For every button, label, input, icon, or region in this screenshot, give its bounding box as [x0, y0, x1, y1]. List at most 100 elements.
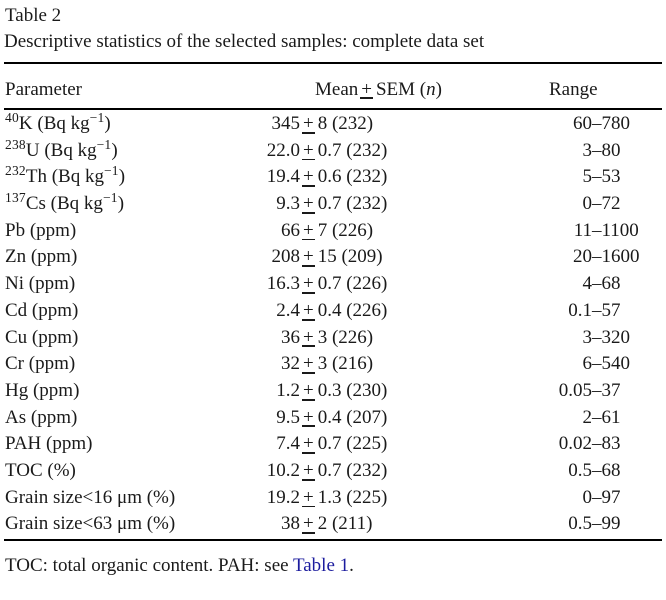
parameter-cell: Grain size<63 μm (%)	[5, 511, 175, 538]
parameter-text: Cu (ppm)	[5, 326, 79, 348]
parameter-cell: PAH (ppm)	[5, 431, 92, 458]
range-low: 4	[582, 273, 593, 295]
range-cell: 6–540	[470, 351, 631, 378]
table-row: Hg (ppm) 1.2 +0.3 (230) 0.05–37	[0, 378, 666, 405]
range-cell: 0–72	[470, 191, 621, 218]
plus-minus-symbol: +	[302, 351, 315, 378]
mean-value: 208	[271, 246, 301, 268]
mean-cell: 32 +3 (216)	[190, 351, 373, 378]
range-cell: 0.1–57	[470, 298, 620, 325]
parameter-text: )	[118, 166, 126, 188]
parameter-text: TOC (%)	[5, 459, 76, 481]
mean-header-close: )	[435, 79, 442, 100]
mean-cell: 66 +7 (226)	[190, 218, 373, 245]
parameter-text: PAH (ppm)	[5, 433, 93, 455]
range-dash: –	[592, 139, 602, 161]
range-dash: –	[592, 273, 602, 295]
sem-and-n: 0.4 (207)	[317, 406, 388, 428]
table-row: 137Cs (Bq kg−1) 9.3 +0.7 (232) 0–72	[0, 190, 666, 219]
parameter-text: Grain size<63 μm (%)	[5, 513, 176, 535]
range-dash: –	[592, 299, 602, 321]
range-high: 99	[601, 513, 621, 535]
range-low: 0	[582, 193, 593, 215]
range-dash: –	[592, 459, 602, 481]
table-row: Cd (ppm) 2.4 +0.4 (226) 0.1–57	[0, 298, 666, 325]
table-row: TOC (%) 10.2 +0.7 (232) 0.5–68	[0, 458, 666, 485]
plus-minus-symbol: +	[302, 271, 315, 298]
parameter-cell: 137Cs (Bq kg−1)	[5, 190, 124, 219]
range-low: 0.05	[558, 379, 592, 401]
parameter-cell: Grain size<16 μm (%)	[5, 485, 175, 512]
parameter-cell: 40K (Bq kg−1)	[5, 110, 111, 139]
range-dash: –	[592, 326, 602, 348]
plus-minus-symbol: +	[302, 111, 315, 138]
plus-minus-symbol: +	[302, 218, 315, 245]
parameter-text: Ni (ppm)	[5, 273, 76, 295]
range-high: 97	[601, 486, 621, 508]
table-row: 40K (Bq kg−1) 345 +8 (232) 60–780	[0, 110, 666, 139]
mean-cell: 10.2 +0.7 (232)	[190, 458, 388, 485]
sem-and-n: 2 (211)	[317, 513, 373, 535]
plus-minus-symbol: +	[360, 77, 373, 103]
range-low: 20	[573, 246, 592, 268]
superscript: −1	[96, 136, 112, 152]
range-cell: 3–80	[470, 138, 621, 165]
parameter-cell: Pb (ppm)	[5, 218, 76, 245]
rule-header-bottom	[4, 108, 662, 110]
range-high: 320	[601, 326, 631, 348]
mean-value: 345	[271, 113, 301, 134]
mean-value: 10.2	[266, 459, 300, 481]
parameter-text: K (Bq kg	[18, 113, 90, 134]
mean-value: 16.3	[266, 273, 300, 295]
sem-and-n: 0.3 (230)	[317, 379, 388, 401]
footnote-suffix: .	[349, 555, 354, 576]
superscript: 137	[5, 190, 26, 206]
parameter-text: Pb (ppm)	[5, 219, 77, 241]
parameter-cell: 238U (Bq kg−1)	[5, 136, 118, 166]
plus-minus-symbol: +	[302, 138, 315, 165]
range-high: 68	[601, 273, 621, 295]
mean-cell: 1.2 +0.3 (230)	[190, 378, 387, 405]
parameter-text: )	[104, 113, 111, 134]
parameter-cell: 232Th (Bq kg−1)	[5, 163, 126, 192]
parameter-text: Cr (ppm)	[5, 353, 76, 375]
mean-value: 36	[281, 326, 300, 348]
parameter-text: U (Bq kg	[25, 139, 97, 161]
table-title: Table 2	[5, 5, 62, 26]
range-high: 53	[601, 166, 621, 188]
mean-value: 2.4	[276, 299, 300, 321]
sem-and-n: 0.7 (232)	[317, 193, 388, 215]
mean-value: 19.4	[266, 166, 300, 188]
sem-and-n: 0.7 (232)	[317, 459, 388, 481]
parameter-text: Hg (ppm)	[5, 379, 80, 401]
range-low: 6	[582, 353, 593, 375]
column-header-parameter: Parameter	[5, 79, 83, 100]
superscript: −1	[103, 163, 119, 179]
parameter-text: )	[111, 139, 118, 161]
table-caption: Descriptive statistics of the selected s…	[4, 31, 485, 52]
sem-and-n: 0.7 (226)	[317, 273, 388, 295]
table-row: As (ppm) 9.5 +0.4 (207) 2–61	[0, 405, 666, 432]
range-low: 0.5	[568, 459, 592, 481]
range-cell: 0.5–68	[470, 458, 620, 485]
mean-cell: 36 +3 (226)	[190, 325, 373, 352]
range-low: 60	[573, 113, 592, 134]
plus-minus-symbol: +	[302, 485, 315, 512]
mean-header-pre: Mean	[315, 79, 359, 100]
table-row: Grain size<63 μm (%) 38 +2 (211) 0.5–99	[0, 511, 666, 538]
range-low: 3	[582, 326, 593, 348]
mean-cell: 22.0 +0.7 (232)	[190, 138, 388, 165]
table-row: Pb (ppm) 66 +7 (226) 11–1100	[0, 218, 666, 245]
parameter-text: As (ppm)	[5, 406, 78, 428]
range-cell: 0.02–83	[470, 431, 621, 458]
sem-and-n: 3 (216)	[317, 353, 374, 375]
table-1-link[interactable]: Table 1	[292, 555, 350, 576]
range-cell: 20–1600	[470, 244, 640, 271]
parameter-cell: Cd (ppm)	[5, 298, 78, 325]
range-dash: –	[592, 219, 602, 241]
mean-cell: 9.3 +0.7 (232)	[190, 191, 387, 218]
parameter-cell: Cr (ppm)	[5, 351, 75, 378]
range-high: 83	[601, 433, 621, 455]
range-high: 80	[601, 139, 621, 161]
